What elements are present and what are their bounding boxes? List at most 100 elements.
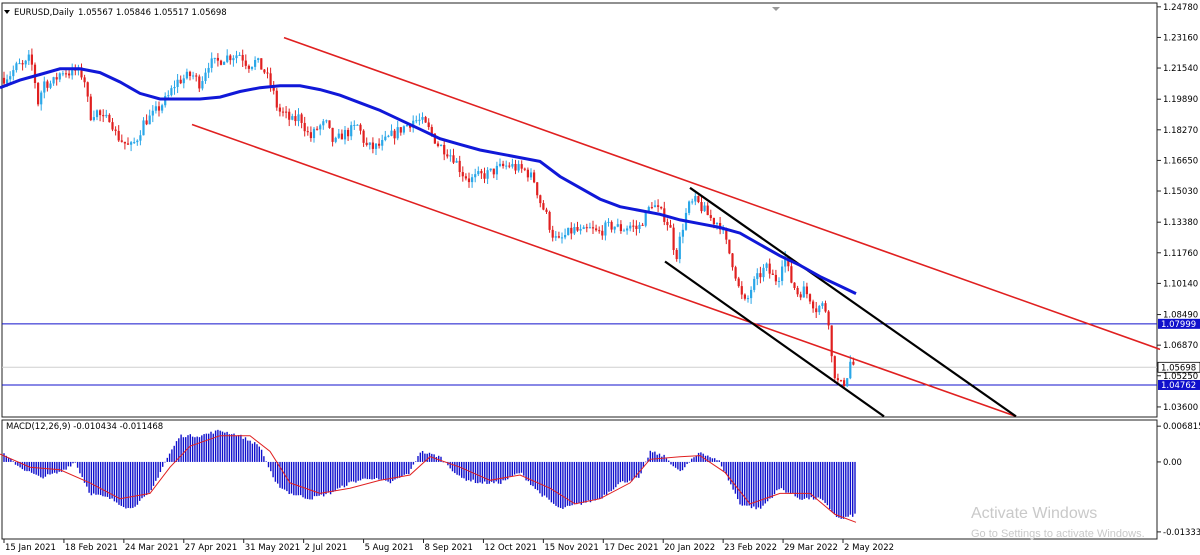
macd-bar (622, 461, 624, 482)
macd-bar (536, 461, 539, 491)
channel-upper-line[interactable] (283, 36, 1161, 351)
candle-body (322, 121, 325, 126)
candle-body (303, 122, 306, 132)
macd-bar (267, 461, 270, 468)
candle-body (430, 127, 433, 134)
candle-body (697, 196, 700, 203)
macd-bar (766, 461, 769, 502)
candle-body (461, 172, 464, 177)
macd-bar (442, 461, 444, 463)
macd-bar (739, 461, 741, 505)
macd-axis[interactable]: 0.006815 0.00 -0.013336 (1157, 422, 1200, 538)
candle-body (257, 58, 260, 61)
candle-body (331, 127, 334, 142)
candle-body (517, 164, 520, 171)
candle-body (201, 81, 204, 89)
macd-bar (173, 445, 175, 462)
macd-bar (405, 461, 408, 474)
candle-body (502, 163, 505, 167)
candle-body (715, 223, 719, 225)
macd-bar (403, 461, 405, 475)
macd-bar (635, 461, 638, 478)
macd-bar (794, 461, 796, 497)
candle-body (728, 239, 731, 254)
candle-body (235, 55, 238, 59)
macd-bar (141, 461, 143, 499)
candle-body (108, 114, 111, 123)
trendlines[interactable] (191, 36, 1161, 418)
macd-bar (162, 461, 164, 467)
macd-bar (274, 461, 277, 482)
candle-body (195, 75, 198, 77)
macd-bar (394, 461, 396, 480)
candle-body (241, 54, 244, 61)
price-pane[interactable]: 1.24780 1.23160 1.21540 1.19890 1.18270 1.166… (0, 2, 1200, 418)
candle-body (579, 228, 582, 231)
macd-bar (60, 461, 63, 472)
macd-bar (842, 461, 845, 519)
candle-body (27, 54, 30, 61)
candle-body (33, 64, 37, 83)
macd-bar (86, 461, 88, 487)
candle-body (486, 170, 489, 179)
macd-bar (129, 461, 132, 509)
wedge-upper-line[interactable] (689, 186, 1017, 418)
macd-bar (185, 437, 187, 462)
price-axis-label: 1.06870 (1163, 341, 1198, 351)
time-axis[interactable]: 15 Jan 2021 18 Feb 2021 24 Mar 2021 27 Apr … (3, 539, 894, 553)
candle-body (306, 131, 309, 133)
macd-bar (458, 461, 461, 476)
candle-body (616, 224, 619, 227)
macd-bar (201, 435, 203, 462)
macd-bar (72, 461, 74, 464)
candle-body (638, 224, 641, 230)
candle-body (92, 117, 95, 121)
candle-body (179, 79, 182, 84)
macd-bar (380, 461, 382, 480)
candle-body (712, 218, 715, 225)
macd-bar (398, 461, 401, 478)
price-axis-label: 1.10140 (1163, 279, 1198, 289)
macd-bar (49, 461, 51, 475)
candle-body (89, 96, 92, 121)
macd-bar (65, 461, 67, 470)
macd-bar (546, 461, 548, 498)
candle-body (653, 205, 657, 208)
candle-body (9, 76, 12, 80)
macd-bar (757, 461, 760, 508)
macd-bar (113, 461, 116, 502)
price-axis[interactable]: 1.24780 1.23160 1.21540 1.19890 1.18270 1.166… (1157, 3, 1198, 413)
macd-bar (605, 461, 608, 495)
candle-body (790, 266, 793, 283)
macd-bar (679, 461, 681, 472)
candle-body (619, 224, 622, 232)
candle-body (207, 67, 210, 73)
chart-menu-triangle-icon[interactable] (4, 10, 10, 14)
time-axis-label: 2 Jul 2021 (305, 543, 348, 553)
macd-bar (502, 461, 504, 481)
macd-bar (661, 456, 663, 462)
macd-bar (631, 461, 633, 482)
time-axis-label: 29 Mar 2022 (784, 543, 838, 553)
candle-body (232, 58, 235, 61)
macd-bar (741, 461, 743, 506)
scroll-marker-triangle-icon[interactable] (772, 7, 780, 11)
candle-body (164, 96, 167, 106)
macd-bar (750, 461, 753, 509)
time-axis-label: 20 Jan 2022 (664, 543, 715, 553)
wedge-lower-line[interactable] (664, 260, 885, 418)
macd-bar (824, 461, 826, 503)
candle-body (551, 229, 554, 238)
macd-bar (686, 461, 688, 465)
candle-body (260, 58, 263, 70)
channel-lower-line[interactable] (191, 123, 1017, 418)
candle-body (328, 120, 331, 128)
macd-bar (454, 461, 456, 474)
candle-body (402, 126, 405, 133)
macd-bar (792, 461, 794, 494)
macd-bar (102, 461, 104, 497)
candle-body (839, 380, 843, 382)
macd-bar (548, 461, 550, 500)
macd-pane[interactable]: 0.006815 0.00 -0.013336 MACD(12,26,9) -0.0… (0, 419, 1200, 540)
